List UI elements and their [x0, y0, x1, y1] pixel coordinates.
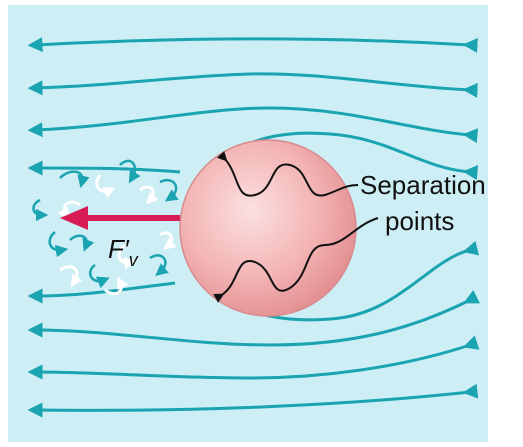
force-symbol: F′ [108, 234, 130, 264]
diagram: Separation points F′v [0, 0, 523, 447]
separation-label: points [385, 206, 454, 236]
separation-label: Separation [360, 170, 486, 200]
sphere [180, 140, 356, 316]
force-subscript: v [129, 250, 139, 270]
